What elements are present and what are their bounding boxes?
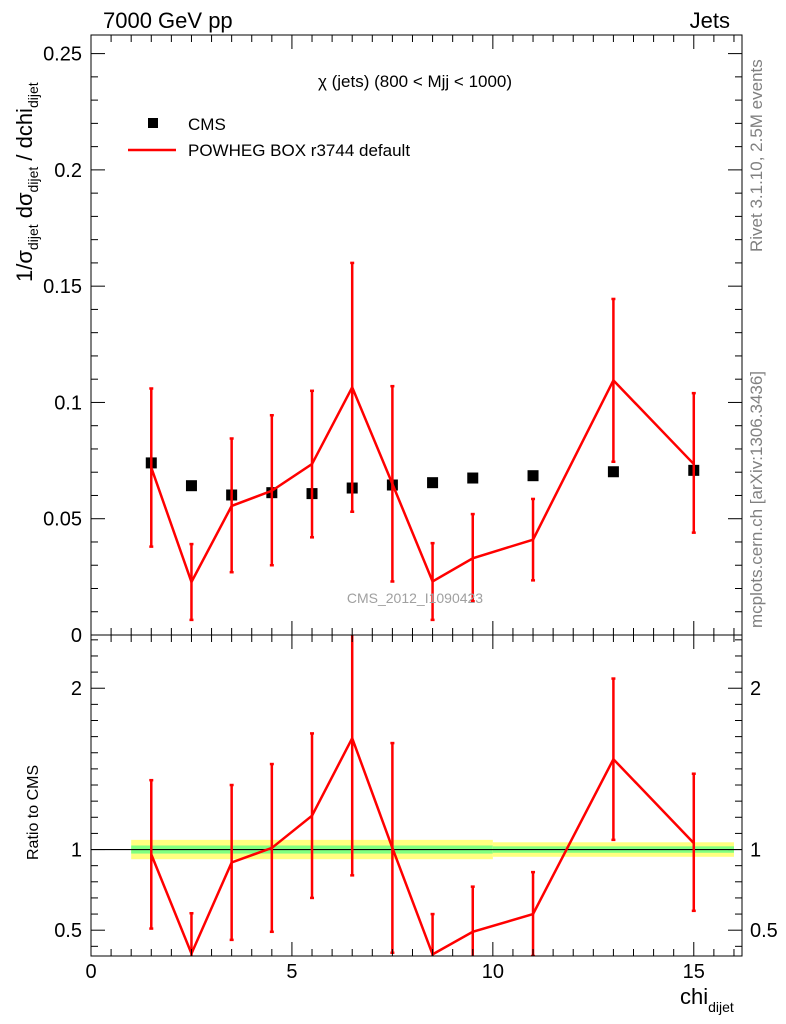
cms-data-point [467,472,479,484]
cms-data-point [527,470,539,482]
main-y-tick-label: 0.2 [54,160,82,182]
ratio-y-tick-label-left: 2 [71,678,82,700]
legend: CMS POWHEG BOX r3744 default [128,115,410,160]
main-y-tick-label: 0.15 [43,276,82,298]
x-tick-label: 10 [482,961,504,983]
cms-data-point [427,477,439,489]
header-left: 7000 GeV pp [103,8,233,33]
legend-powheg-label: POWHEG BOX r3744 default [188,141,410,160]
svg-text:chidijet: chidijet [680,984,734,1015]
main-y-tick-label: 0.25 [43,44,82,66]
ratio-y-tick-label-left: 0.5 [54,920,82,942]
legend-cms-label: CMS [188,115,226,134]
ratio-series-line [150,735,695,956]
main-y-tick-label: 0 [71,625,82,647]
watermark-label: CMS_2012_I1090423 [347,590,483,606]
ratio-y-tick-label-right: 2 [750,678,761,700]
powheg-series-line [150,378,695,586]
ratio-frame [90,634,743,957]
x-tick-label: 0 [85,961,96,983]
header-right: Jets [689,8,730,33]
main-y-axis-label: 1/σdijet dσdijet / dchidijet [12,82,41,282]
svg-text:1/σdijet dσdijet / dchidijet: 1/σdijet dσdijet / dchidijet [12,82,41,282]
ratio-y-axis-label: Ratio to CMS [25,765,42,860]
ratio-y-tick-label-right: 1 [750,840,761,862]
x-tick-label: 5 [286,961,297,983]
main-panel: 0 0.05 0.1 0.15 0.2 0.25 [43,34,743,647]
main-y-tick-label: 0.05 [43,509,82,531]
ratio-panel: 0.5 0.5 1 1 2 2 0 5 10 15 [54,634,778,983]
ratio-y-tick-label-left: 1 [71,840,82,862]
chart-title: χ (jets) (800 < Mjj < 1000) [318,72,512,91]
cms-data-point [185,480,197,492]
main-y-tick-label: 0.1 [54,392,82,414]
x-tick-label: 15 [683,961,705,983]
cms-data-point [607,466,619,478]
legend-cms-marker [148,118,158,128]
ratio-y-tick-label-right: 0.5 [750,920,778,942]
x-axis-label: chidijet [680,984,734,1015]
ratio-plot-area [91,635,742,956]
